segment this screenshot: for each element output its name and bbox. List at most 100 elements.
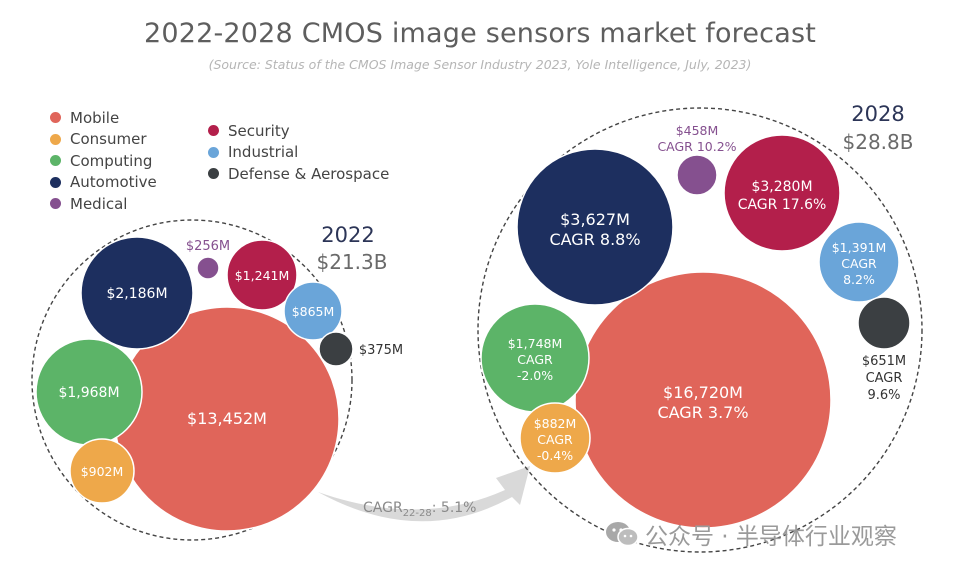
cagr-label: CAGR 3.7% bbox=[657, 403, 748, 422]
legend-label: Mobile bbox=[70, 108, 120, 127]
legend-item-security: Security bbox=[208, 120, 389, 142]
watermark: 公众号 · 半导体行业观察 bbox=[605, 517, 897, 551]
chart-title: 2022-2028 CMOS image sensors market fore… bbox=[143, 18, 817, 49]
bubble-automotive-2022: $2,186M bbox=[80, 236, 194, 350]
legend-item-defense-and-aerospace: Defense & Aerospace bbox=[208, 163, 389, 185]
bubble-mark bbox=[516, 148, 674, 306]
growth-arrow: CAGR22-28: 5.1% bbox=[318, 466, 530, 522]
bubble-mark bbox=[723, 134, 841, 252]
value-label: $1,748M bbox=[508, 336, 563, 351]
value-label: $651M bbox=[862, 354, 906, 369]
bubble-mark bbox=[519, 402, 591, 474]
bubble-medical-2022: $256M bbox=[186, 239, 230, 280]
cagr-label: CAGR bbox=[537, 432, 573, 447]
legend-marker bbox=[50, 176, 61, 188]
bubble-mark bbox=[69, 438, 135, 504]
value-label: $458M bbox=[676, 123, 719, 138]
chart-subtitle: (Source: Status of the CMOS Image Sensor… bbox=[208, 57, 752, 72]
legend-item-consumer: Consumer bbox=[50, 129, 157, 151]
cagr-label: CAGR bbox=[517, 352, 553, 367]
value-label: $256M bbox=[186, 239, 230, 254]
cagr-value: : 5.1% bbox=[432, 500, 477, 516]
bubble-security-2022: $1,241M bbox=[226, 239, 298, 311]
bubble-mark bbox=[574, 271, 832, 529]
bubble-security-2028: $3,280M CAGR 17.6% bbox=[723, 134, 841, 252]
bubble-computing-2022: $1,968M bbox=[35, 338, 143, 446]
value-label: $865M bbox=[292, 304, 335, 319]
arrow-shape bbox=[318, 466, 530, 522]
cagr-prefix: CAGR bbox=[363, 500, 403, 516]
legend-marker bbox=[50, 133, 61, 145]
cagr-value: -0.4% bbox=[537, 448, 573, 463]
total-boundary-2022 bbox=[31, 219, 353, 541]
bubble-mark bbox=[818, 221, 900, 303]
legend-item-industrial: Industrial bbox=[208, 142, 389, 164]
bubble-industrial-2022: $865M bbox=[283, 281, 343, 341]
bubble-mark bbox=[196, 256, 220, 280]
legend-marker bbox=[208, 125, 219, 137]
value-label: $882M bbox=[534, 416, 577, 431]
legend-label: Industrial bbox=[228, 143, 299, 162]
cagr-label: CAGR bbox=[866, 371, 903, 386]
cagr-label: CAGR bbox=[841, 256, 877, 271]
wechat-icon bbox=[606, 522, 639, 547]
value-label: $3,280M bbox=[751, 179, 812, 195]
bubble-defense-and-aerospace-2028: $651M CAGR 9.6% bbox=[857, 296, 911, 403]
bubble-mark bbox=[80, 236, 194, 350]
bubble-mark bbox=[283, 281, 343, 341]
year-label: 2022 bbox=[321, 223, 374, 247]
cagr-label: CAGR 8.8% bbox=[549, 230, 640, 249]
bubble-defense-and-aerospace-2022: $375M bbox=[318, 331, 403, 367]
cagr-subscript: 22-28 bbox=[403, 508, 432, 519]
bubble-mark bbox=[857, 296, 911, 350]
legend-marker bbox=[50, 112, 61, 124]
legend-marker bbox=[208, 146, 219, 158]
value-label: $902M bbox=[81, 464, 124, 479]
watermark-text: 公众号 · 半导体行业观察 bbox=[645, 524, 897, 550]
bubble-mark bbox=[676, 154, 718, 196]
bubble-group-2022: 2022 $21.3B $13,452M $2,186M $1,968M $1,241M $… bbox=[31, 219, 403, 541]
legend-item-automotive: Automotive bbox=[50, 172, 157, 194]
cagr-label: CAGR 10.2% bbox=[657, 139, 736, 154]
value-label: $13,452M bbox=[187, 409, 267, 428]
legend-label: Medical bbox=[70, 194, 128, 213]
legend-item-computing: Computing bbox=[50, 150, 157, 172]
total-label: $28.8B bbox=[843, 130, 914, 154]
cagr-overall-label: CAGR22-28: 5.1% bbox=[363, 500, 476, 519]
legend-label: Defense & Aerospace bbox=[228, 164, 390, 183]
legend-label: Computing bbox=[70, 151, 153, 170]
legend-label: Automotive bbox=[70, 173, 157, 192]
legend-column-2: Security Industrial Defense & Aerospace bbox=[208, 120, 389, 185]
legend-marker bbox=[208, 168, 219, 180]
legend-item-mobile: Mobile bbox=[50, 107, 157, 129]
cagr-label: CAGR 17.6% bbox=[738, 197, 827, 213]
value-label: $2,186M bbox=[106, 286, 167, 302]
value-label: $1,968M bbox=[58, 385, 119, 401]
cagr-value: 8.2% bbox=[843, 272, 875, 287]
cagr-value: -2.0% bbox=[517, 368, 553, 383]
total-label: $21.3B bbox=[317, 250, 388, 274]
bubble-mark bbox=[226, 239, 298, 311]
value-label: $1,241M bbox=[235, 268, 290, 283]
value-label: $3,627M bbox=[560, 210, 630, 229]
legend-label: Consumer bbox=[70, 130, 147, 149]
legend-marker bbox=[50, 155, 61, 167]
legend-label: Security bbox=[228, 121, 290, 140]
total-boundary-2028 bbox=[477, 107, 923, 553]
value-label: $375M bbox=[359, 343, 403, 358]
year-label: 2028 bbox=[851, 102, 904, 126]
cagr-value: 9.6% bbox=[867, 388, 900, 403]
bubble-consumer-2022: $902M bbox=[69, 438, 135, 504]
value-label: $1,391M bbox=[832, 240, 887, 255]
value-label: $16,720M bbox=[663, 383, 743, 402]
legend-marker bbox=[50, 198, 61, 210]
bubble-mark bbox=[318, 331, 354, 367]
